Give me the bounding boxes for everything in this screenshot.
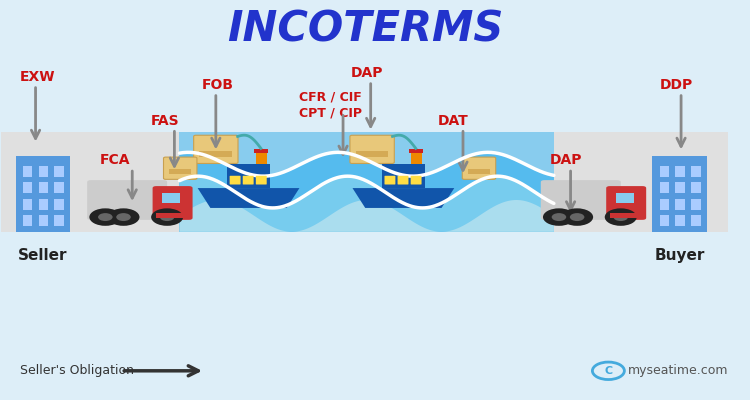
Text: myseatime.com: myseatime.com [628, 364, 728, 377]
FancyBboxPatch shape [170, 169, 191, 174]
Text: DDP: DDP [659, 78, 692, 92]
FancyBboxPatch shape [356, 151, 388, 157]
FancyBboxPatch shape [676, 166, 685, 177]
Circle shape [160, 213, 175, 221]
Circle shape [543, 208, 575, 226]
FancyBboxPatch shape [652, 156, 707, 232]
FancyBboxPatch shape [200, 151, 232, 157]
FancyBboxPatch shape [692, 182, 700, 194]
Circle shape [107, 208, 140, 226]
Polygon shape [352, 188, 454, 208]
FancyBboxPatch shape [54, 182, 64, 194]
FancyBboxPatch shape [382, 164, 425, 188]
FancyBboxPatch shape [606, 186, 646, 220]
FancyBboxPatch shape [660, 166, 669, 177]
Circle shape [552, 213, 566, 221]
Circle shape [614, 213, 628, 221]
Text: EXW: EXW [20, 70, 55, 84]
FancyBboxPatch shape [350, 135, 394, 164]
FancyBboxPatch shape [411, 150, 422, 164]
FancyBboxPatch shape [398, 176, 409, 184]
Text: CFR / CIF
CPT / CIP: CFR / CIF CPT / CIP [299, 90, 362, 119]
FancyBboxPatch shape [152, 186, 193, 220]
Circle shape [98, 213, 112, 221]
FancyBboxPatch shape [22, 182, 32, 194]
FancyBboxPatch shape [54, 166, 64, 177]
FancyBboxPatch shape [22, 166, 32, 177]
FancyBboxPatch shape [554, 132, 728, 232]
FancyBboxPatch shape [676, 182, 685, 194]
FancyBboxPatch shape [243, 176, 254, 184]
FancyBboxPatch shape [676, 215, 685, 226]
FancyBboxPatch shape [660, 215, 669, 226]
Polygon shape [198, 188, 299, 208]
Circle shape [152, 208, 183, 226]
FancyBboxPatch shape [692, 166, 700, 177]
FancyBboxPatch shape [254, 149, 268, 153]
Text: INCOTERMS: INCOTERMS [226, 8, 503, 50]
FancyBboxPatch shape [660, 182, 669, 194]
Text: DAP: DAP [350, 66, 382, 80]
Polygon shape [179, 152, 554, 232]
FancyBboxPatch shape [54, 198, 64, 210]
FancyBboxPatch shape [22, 198, 32, 210]
FancyBboxPatch shape [256, 176, 267, 184]
Text: DAP: DAP [550, 153, 583, 167]
Text: FOB: FOB [201, 78, 233, 92]
Circle shape [561, 208, 593, 226]
Circle shape [570, 213, 584, 221]
FancyBboxPatch shape [162, 193, 180, 203]
FancyBboxPatch shape [179, 132, 554, 232]
Circle shape [89, 208, 122, 226]
Text: Seller's Obligation: Seller's Obligation [20, 364, 134, 377]
FancyBboxPatch shape [692, 215, 700, 226]
FancyBboxPatch shape [16, 156, 70, 232]
FancyBboxPatch shape [226, 164, 270, 188]
FancyBboxPatch shape [610, 213, 643, 218]
FancyBboxPatch shape [164, 157, 197, 179]
FancyBboxPatch shape [676, 198, 685, 210]
FancyBboxPatch shape [541, 180, 621, 220]
FancyBboxPatch shape [38, 166, 48, 177]
FancyBboxPatch shape [692, 198, 700, 210]
FancyBboxPatch shape [87, 180, 167, 220]
Text: DAT: DAT [437, 114, 468, 128]
FancyBboxPatch shape [230, 176, 241, 184]
Polygon shape [179, 200, 554, 232]
Text: FAS: FAS [151, 114, 179, 128]
Circle shape [604, 208, 637, 226]
FancyBboxPatch shape [54, 215, 64, 226]
FancyBboxPatch shape [194, 135, 238, 164]
FancyBboxPatch shape [22, 215, 32, 226]
FancyBboxPatch shape [38, 182, 48, 194]
FancyBboxPatch shape [385, 176, 395, 184]
Text: C: C [604, 366, 613, 376]
FancyBboxPatch shape [411, 176, 422, 184]
FancyBboxPatch shape [38, 215, 48, 226]
FancyBboxPatch shape [468, 169, 490, 174]
Polygon shape [179, 176, 554, 232]
FancyBboxPatch shape [2, 132, 179, 232]
FancyBboxPatch shape [38, 198, 48, 210]
FancyBboxPatch shape [660, 198, 669, 210]
Text: Seller: Seller [18, 248, 68, 263]
FancyBboxPatch shape [616, 193, 634, 203]
Text: Buyer: Buyer [655, 248, 705, 263]
FancyBboxPatch shape [156, 213, 189, 218]
FancyBboxPatch shape [256, 150, 267, 164]
FancyBboxPatch shape [410, 149, 423, 153]
Circle shape [116, 213, 130, 221]
Text: FCA: FCA [100, 153, 130, 167]
FancyBboxPatch shape [462, 157, 496, 179]
